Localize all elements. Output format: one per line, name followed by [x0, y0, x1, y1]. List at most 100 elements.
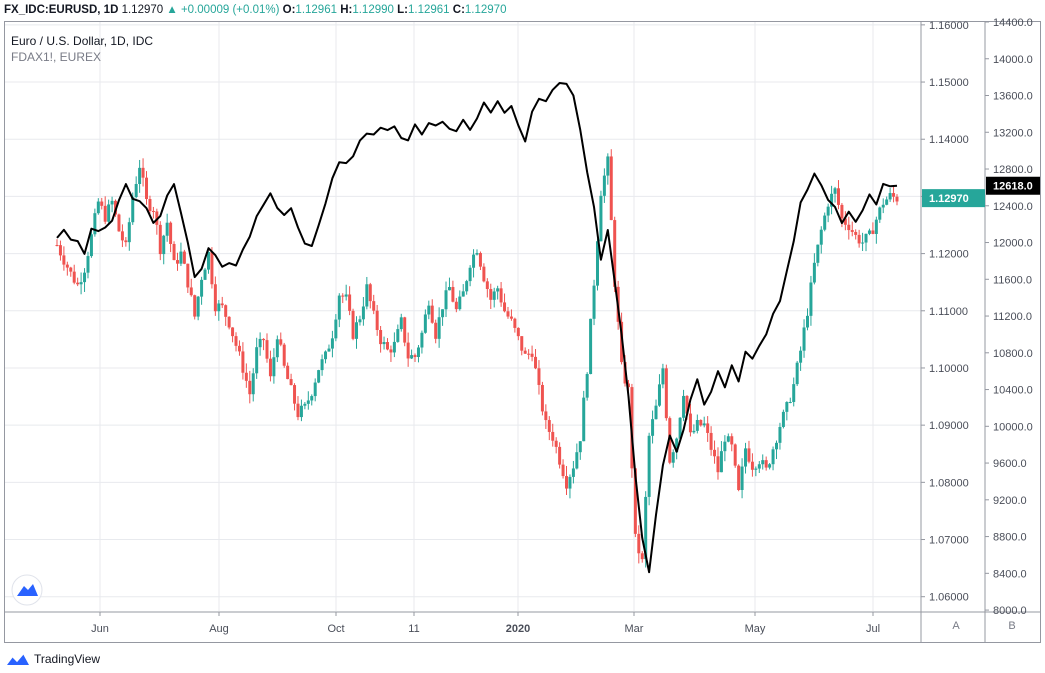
candle-body — [206, 252, 210, 270]
candle-up — [458, 290, 462, 311]
candle-body — [406, 342, 410, 359]
candle-body — [647, 435, 651, 497]
candle-body — [678, 417, 682, 439]
candle-up — [334, 314, 338, 342]
candle-up — [647, 432, 651, 506]
candle-body — [427, 305, 431, 315]
candle-up — [465, 279, 469, 295]
candle-down — [69, 266, 73, 277]
candle-body — [162, 235, 166, 255]
candle-up — [575, 443, 579, 470]
candle-up — [203, 267, 207, 280]
candle-body — [771, 449, 775, 465]
candle-up — [472, 249, 476, 278]
candle-body — [69, 267, 73, 272]
candle-body — [857, 234, 861, 244]
candle-down — [186, 263, 190, 293]
candle-body — [881, 204, 885, 208]
candle-body — [874, 219, 878, 234]
candle-down — [892, 186, 896, 203]
candle-up — [592, 279, 596, 326]
candle-body — [368, 284, 372, 302]
candle-body — [279, 339, 283, 345]
candle-body — [516, 327, 520, 337]
candle-body — [382, 342, 386, 345]
candle-body — [668, 418, 672, 463]
candle-body — [189, 287, 193, 296]
candle-body — [685, 395, 689, 414]
candle-down — [668, 416, 672, 465]
candle-body — [392, 341, 396, 353]
candle-up — [816, 244, 820, 267]
candle-body — [568, 476, 572, 489]
candle-body — [892, 193, 896, 197]
candle-down — [506, 306, 510, 319]
candle-body — [72, 271, 76, 283]
right-axis-tick-label: 13200.0 — [993, 127, 1033, 139]
candle-down — [237, 340, 241, 356]
candle-body — [355, 322, 359, 339]
candle-up — [719, 441, 723, 473]
candle-up — [447, 277, 451, 291]
candle-body — [351, 310, 355, 339]
candle-down — [527, 349, 531, 360]
candle-body — [320, 359, 324, 371]
candle-body — [265, 340, 269, 359]
candle-body — [582, 397, 586, 442]
candle-body — [158, 224, 162, 255]
tradingview-logo-icon[interactable] — [6, 652, 30, 666]
candle-down — [850, 221, 854, 237]
candle-down — [158, 221, 162, 261]
candle-up — [79, 272, 83, 295]
candle-up — [830, 185, 834, 215]
candle-body — [688, 413, 692, 433]
candle-down — [520, 336, 524, 356]
candle-body — [444, 290, 448, 310]
candle-body — [217, 303, 221, 312]
candle-down — [836, 180, 840, 210]
high-label: H: — [340, 4, 353, 16]
candle-body — [334, 319, 338, 339]
close-value: 1.12970 — [464, 4, 507, 16]
candle-up — [251, 368, 255, 402]
candle-body — [606, 156, 610, 176]
candle-body — [595, 241, 599, 286]
candle-body — [692, 430, 696, 433]
eurusd-last-price-tag — [922, 189, 985, 208]
candle-down — [241, 342, 245, 380]
candle-body — [840, 204, 844, 219]
candle-up — [337, 293, 341, 328]
candle-body — [127, 222, 131, 243]
candle-up — [795, 360, 799, 387]
scale-a-button[interactable]: A — [952, 620, 960, 632]
chart-frame[interactable] — [4, 21, 1041, 643]
candle-body — [496, 288, 500, 292]
candle-body — [210, 252, 214, 285]
candle-body — [520, 336, 524, 351]
candle-body — [282, 344, 286, 366]
candle-up — [358, 315, 362, 326]
right-axis-tick-label: 9200.0 — [993, 495, 1027, 507]
candle-body — [764, 460, 768, 468]
left-axis-tick-label: 1.15000 — [929, 77, 969, 89]
candle-up — [726, 433, 730, 443]
candle-down — [375, 304, 379, 336]
candle-up — [823, 212, 827, 232]
candle-down — [454, 297, 458, 313]
candle-body — [293, 385, 297, 404]
candle-down — [523, 347, 527, 354]
candle-up — [365, 276, 369, 310]
candle-body — [299, 405, 303, 418]
candle-body — [485, 281, 489, 290]
candle-body — [434, 322, 438, 339]
candle-up — [771, 446, 775, 471]
scale-b-button[interactable]: B — [1008, 620, 1016, 632]
candle-up — [320, 354, 324, 376]
candle-body — [58, 245, 62, 256]
candle-body — [503, 302, 507, 312]
candle-body — [788, 401, 792, 403]
candle-body — [337, 295, 341, 320]
candle-body — [702, 423, 706, 426]
candle-body — [289, 379, 293, 386]
